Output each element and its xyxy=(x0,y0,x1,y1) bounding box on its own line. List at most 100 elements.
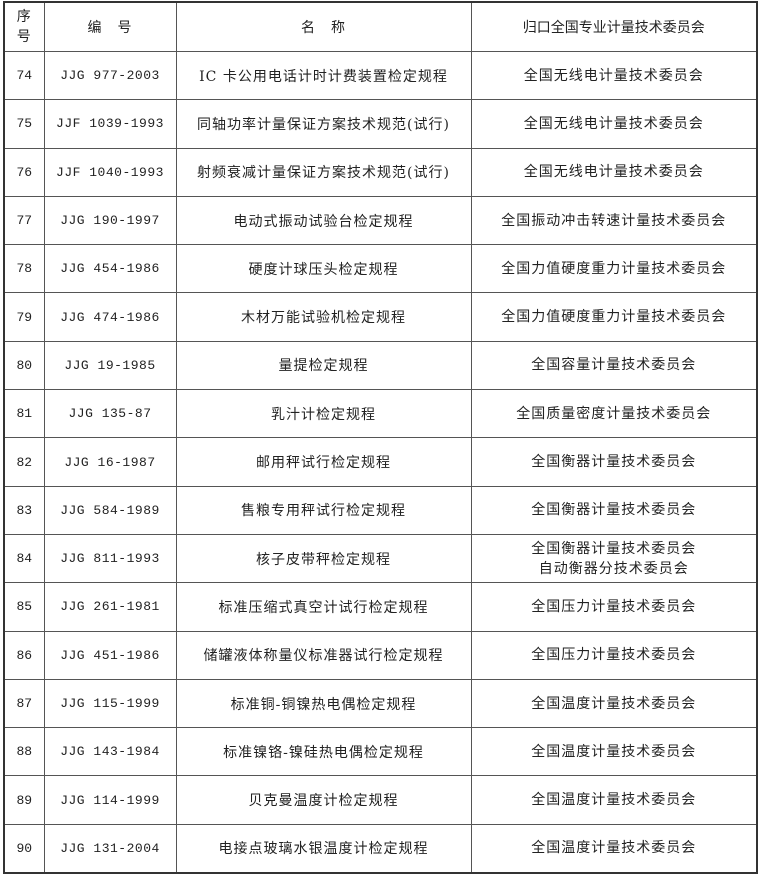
cell-name: 电动式振动试验台检定规程 xyxy=(175,195,472,246)
cell-committee: 全国无线电计量技术委员会 xyxy=(470,50,758,101)
cell-name: 标准镍铬-镍硅热电偶检定规程 xyxy=(175,727,472,777)
header-committee: 归口全国专业计量技术委员会 xyxy=(470,1,758,52)
cell-name: 电接点玻璃水银温度计检定规程 xyxy=(175,823,472,874)
cell-code: JJG 16-1987 xyxy=(43,437,177,487)
cell-name: 核子皮带秤检定规程 xyxy=(175,533,472,584)
cell-committee: 全国力值硬度重力计量技术委员会 xyxy=(470,244,758,294)
cell-code: JJG 474-1986 xyxy=(43,292,177,342)
table-row: 87 JJG 115-1999 标准铜-铜镍热电偶检定规程 全国温度计量技术委员会 xyxy=(3,678,758,729)
cell-committee: 全国压力计量技术委员会 xyxy=(470,582,758,632)
header-seq-line1: 序 xyxy=(16,9,32,25)
cell-name: 木材万能试验机检定规程 xyxy=(175,292,472,342)
cell-code: JJG 19-1985 xyxy=(43,340,177,391)
table-row: 86 JJG 451-1986 储罐液体称量仪标准器试行检定规程 全国压力计量技术委员… xyxy=(3,630,758,680)
cell-name: 贝克曼温度计检定规程 xyxy=(175,775,472,825)
committee-line: 全国质量密度计量技术委员会 xyxy=(516,405,712,422)
cell-code: JJG 131-2004 xyxy=(43,823,177,874)
cell-committee: 全国温度计量技术委员会 xyxy=(470,823,758,874)
table-row: 90 JJG 131-2004 电接点玻璃水银温度计检定规程 全国温度计量技术委员会 xyxy=(3,823,758,874)
cell-committee: 全国衡器计量技术委员会 xyxy=(470,485,758,535)
header-seq: 序号 xyxy=(3,1,45,52)
cell-name: 储罐液体称量仪标准器试行检定规程 xyxy=(175,630,472,680)
table-row: 89 JJG 114-1999 贝克曼温度计检定规程 全国温度计量技术委员会 xyxy=(3,775,758,825)
cell-code: JJG 143-1984 xyxy=(43,727,177,777)
committee-line: 全国力值硬度重力计量技术委员会 xyxy=(501,309,727,326)
table-row: 74 JJG 977-2003 IC 卡公用电话计时计费装置检定规程 全国无线电计量技… xyxy=(3,50,758,101)
cell-seq: 88 xyxy=(3,727,45,777)
committee-line: 全国温度计量技术委员会 xyxy=(531,695,697,712)
cell-committee: 全国衡器计量技术委员会 自动衡器分技术委员会 xyxy=(470,533,758,584)
table-row: 79 JJG 474-1986 木材万能试验机检定规程 全国力值硬度重力计量技术委员会 xyxy=(3,292,758,342)
committee-line: 全国容量计量技术委员会 xyxy=(531,357,697,374)
cell-name: IC 卡公用电话计时计费装置检定规程 xyxy=(175,50,472,101)
cell-name: 邮用秤试行检定规程 xyxy=(175,437,472,487)
cell-code: JJG 115-1999 xyxy=(43,678,177,729)
table-row: 75 JJF 1039-1993 同轴功率计量保证方案技术规范(试行) 全国无线电计量… xyxy=(3,99,758,149)
cell-name: 射频衰减计量保证方案技术规范(试行) xyxy=(175,147,472,197)
table-row: 85 JJG 261-1981 标准压缩式真空计试行检定规程 全国压力计量技术委员会 xyxy=(3,582,758,632)
cell-code: JJG 261-1981 xyxy=(43,582,177,632)
table-row: 81 JJG 135-87 乳汁计检定规程 全国质量密度计量技术委员会 xyxy=(3,389,758,439)
committee-line: 全国压力计量技术委员会 xyxy=(531,647,697,664)
cell-committee: 全国力值硬度重力计量技术委员会 xyxy=(470,292,758,342)
cell-code: JJG 454-1986 xyxy=(43,244,177,294)
cell-committee: 全国质量密度计量技术委员会 xyxy=(470,389,758,439)
cell-code: JJF 1040-1993 xyxy=(43,147,177,197)
cell-code: JJG 114-1999 xyxy=(43,775,177,825)
cell-code: JJG 811-1993 xyxy=(43,533,177,584)
cell-name: 量提检定规程 xyxy=(175,340,472,391)
table-row: 83 JJG 584-1989 售粮专用秤试行检定规程 全国衡器计量技术委员会 xyxy=(3,485,758,535)
cell-seq: 89 xyxy=(3,775,45,825)
cell-seq: 80 xyxy=(3,340,45,391)
cell-committee: 全国容量计量技术委员会 xyxy=(470,340,758,391)
cell-name: 标准压缩式真空计试行检定规程 xyxy=(175,582,472,632)
committee-line: 全国衡器计量技术委员会 xyxy=(531,502,697,519)
cell-code: JJG 135-87 xyxy=(43,389,177,439)
cell-seq: 76 xyxy=(3,147,45,197)
header-code: 编 号 xyxy=(43,1,177,52)
table-row: 84 JJG 811-1993 核子皮带秤检定规程 全国衡器计量技术委员会 自动衡器分技… xyxy=(3,533,758,584)
committee-line: 全国无线电计量技术委员会 xyxy=(523,115,704,132)
committee-line: 自动衡器分技术委员会 xyxy=(538,560,689,577)
table-row: 82 JJG 16-1987 邮用秤试行检定规程 全国衡器计量技术委员会 xyxy=(3,437,758,487)
cell-code: JJG 977-2003 xyxy=(43,50,177,101)
cell-committee: 全国压力计量技术委员会 xyxy=(470,630,758,680)
cell-seq: 78 xyxy=(3,244,45,294)
committee-line: 全国压力计量技术委员会 xyxy=(531,598,697,615)
cell-code: JJG 190-1997 xyxy=(43,195,177,246)
committee-line: 全国温度计量技术委员会 xyxy=(531,743,697,760)
committee-line: 全国无线电计量技术委员会 xyxy=(523,164,704,181)
cell-seq: 87 xyxy=(3,678,45,729)
table-row: 88 JJG 143-1984 标准镍铬-镍硅热电偶检定规程 全国温度计量技术委员会 xyxy=(3,727,758,777)
cell-committee: 全国无线电计量技术委员会 xyxy=(470,147,758,197)
cell-code: JJG 451-1986 xyxy=(43,630,177,680)
committee-line: 全国温度计量技术委员会 xyxy=(531,792,697,809)
committee-line: 全国力值硬度重力计量技术委员会 xyxy=(501,260,727,277)
cell-seq: 75 xyxy=(3,99,45,149)
cell-seq: 85 xyxy=(3,582,45,632)
table-row: 76 JJF 1040-1993 射频衰减计量保证方案技术规范(试行) 全国无线电计量… xyxy=(3,147,758,197)
table-row: 78 JJG 454-1986 硬度计球压头检定规程 全国力值硬度重力计量技术委员会 xyxy=(3,244,758,294)
cell-committee: 全国无线电计量技术委员会 xyxy=(470,99,758,149)
cell-seq: 81 xyxy=(3,389,45,439)
table-row: 77 JJG 190-1997 电动式振动试验台检定规程 全国振动冲击转速计量技术委员… xyxy=(3,195,758,246)
cell-seq: 74 xyxy=(3,50,45,101)
cell-committee: 全国衡器计量技术委员会 xyxy=(470,437,758,487)
committee-line: 全国温度计量技术委员会 xyxy=(531,840,697,857)
cell-name: 同轴功率计量保证方案技术规范(试行) xyxy=(175,99,472,149)
cell-seq: 77 xyxy=(3,195,45,246)
cell-seq: 86 xyxy=(3,630,45,680)
cell-code: JJF 1039-1993 xyxy=(43,99,177,149)
standards-table: 序号 编 号 名 称 归口全国专业计量技术委员会 74 JJG 977-2003 I… xyxy=(3,1,758,875)
header-name: 名 称 xyxy=(175,1,472,52)
cell-name: 乳汁计检定规程 xyxy=(175,389,472,439)
header-row: 序号 编 号 名 称 归口全国专业计量技术委员会 xyxy=(3,1,758,52)
cell-name: 标准铜-铜镍热电偶检定规程 xyxy=(175,678,472,729)
cell-seq: 82 xyxy=(3,437,45,487)
cell-name: 硬度计球压头检定规程 xyxy=(175,244,472,294)
cell-seq: 83 xyxy=(3,485,45,535)
cell-committee: 全国振动冲击转速计量技术委员会 xyxy=(470,195,758,246)
cell-seq: 84 xyxy=(3,533,45,584)
cell-committee: 全国温度计量技术委员会 xyxy=(470,775,758,825)
table-row: 80 JJG 19-1985 量提检定规程 全国容量计量技术委员会 xyxy=(3,340,758,391)
